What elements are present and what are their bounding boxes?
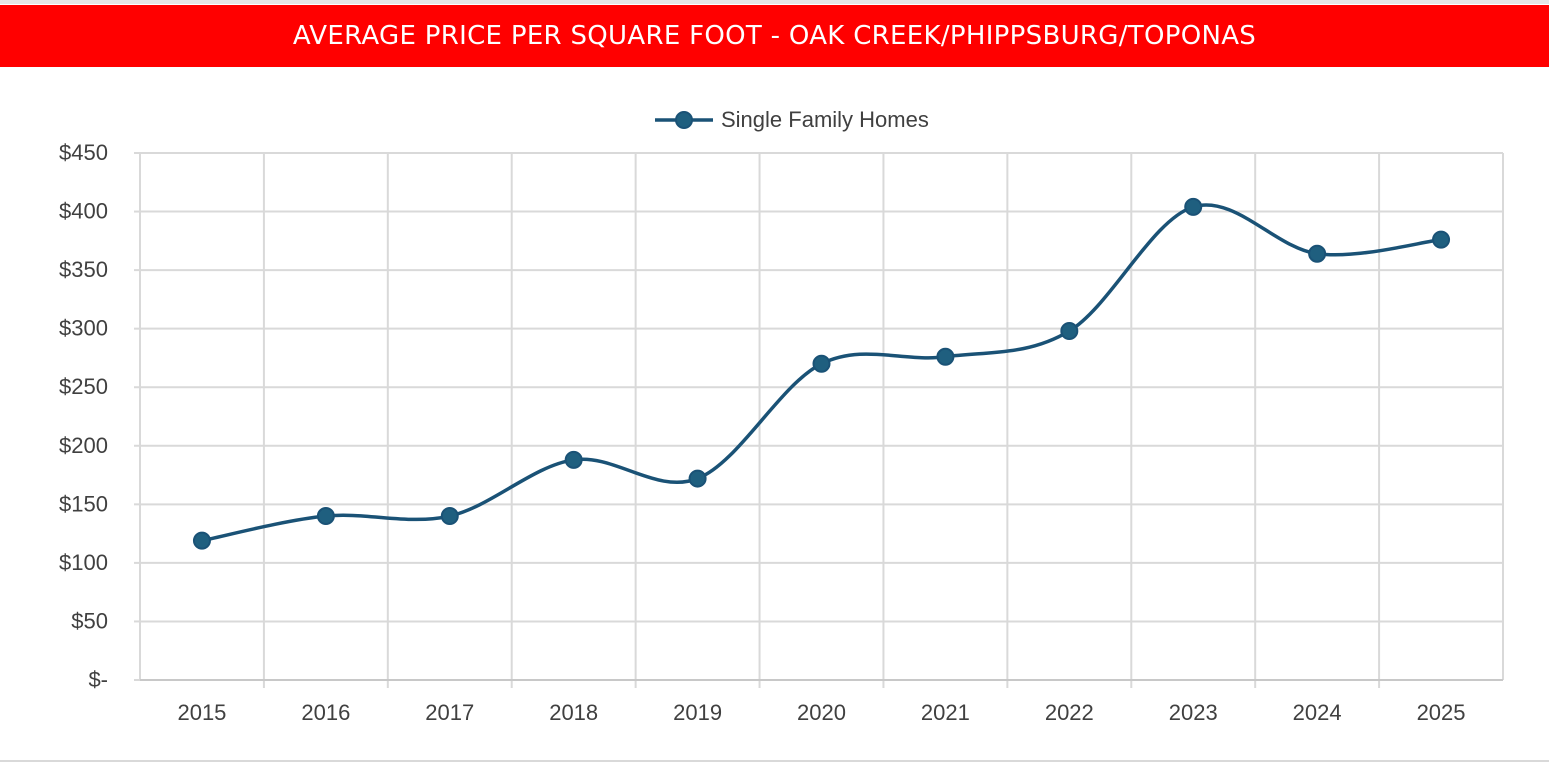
data-point-2017[interactable] — [440, 507, 459, 526]
x-tick-label: 2021 — [921, 700, 970, 725]
data-point-2021[interactable] — [936, 347, 955, 366]
top-rule — [0, 0, 1549, 4]
data-point-2020[interactable] — [812, 354, 831, 373]
x-tick-label: 2025 — [1417, 700, 1466, 725]
data-point-2015[interactable] — [192, 531, 211, 550]
data-point-2023[interactable] — [1184, 197, 1203, 216]
y-tick-label: $200 — [59, 433, 108, 458]
data-point-2018[interactable] — [564, 450, 583, 469]
y-tick-label: $400 — [59, 199, 108, 224]
x-tick-label: 2024 — [1293, 700, 1342, 725]
x-tick-label: 2022 — [1045, 700, 1094, 725]
y-tick-label: $250 — [59, 374, 108, 399]
data-point-2016[interactable] — [316, 507, 335, 526]
title-banner: AVERAGE PRICE PER SQUARE FOOT - OAK CREE… — [0, 5, 1549, 67]
y-tick-label: $50 — [71, 608, 108, 633]
x-tick-label: 2018 — [549, 700, 598, 725]
x-tick-label: 2017 — [425, 700, 474, 725]
y-tick-label: $100 — [59, 550, 108, 575]
y-tick-label: $450 — [59, 140, 108, 165]
x-tick-label: 2023 — [1169, 700, 1218, 725]
grid-layer — [139, 152, 1504, 688]
legend-marker — [675, 111, 693, 129]
x-tick-label: 2020 — [797, 700, 846, 725]
data-point-2022[interactable] — [1060, 322, 1079, 341]
y-tick-label: $300 — [59, 316, 108, 341]
bottom-rule — [0, 760, 1549, 762]
y-tick-label: $150 — [59, 491, 108, 516]
data-point-2025[interactable] — [1432, 230, 1451, 249]
axis-layer: $- $50 $100 $150 $200 $250 $300 $350 $400 $450 201… — [59, 140, 1503, 725]
x-tick-label: 2016 — [301, 700, 350, 725]
chart-title: AVERAGE PRICE PER SQUARE FOOT - OAK CREE… — [292, 21, 1257, 51]
legend-label: Single Family Homes — [721, 107, 929, 132]
data-point-2024[interactable] — [1308, 244, 1327, 263]
series-layer — [192, 197, 1451, 550]
x-tick-label: 2015 — [177, 700, 226, 725]
x-tick-label: 2019 — [673, 700, 722, 725]
legend[interactable]: Single Family Homes — [655, 107, 929, 132]
y-tick-label: $- — [88, 667, 108, 692]
y-tick-label: $350 — [59, 257, 108, 282]
data-point-2019[interactable] — [688, 469, 707, 488]
